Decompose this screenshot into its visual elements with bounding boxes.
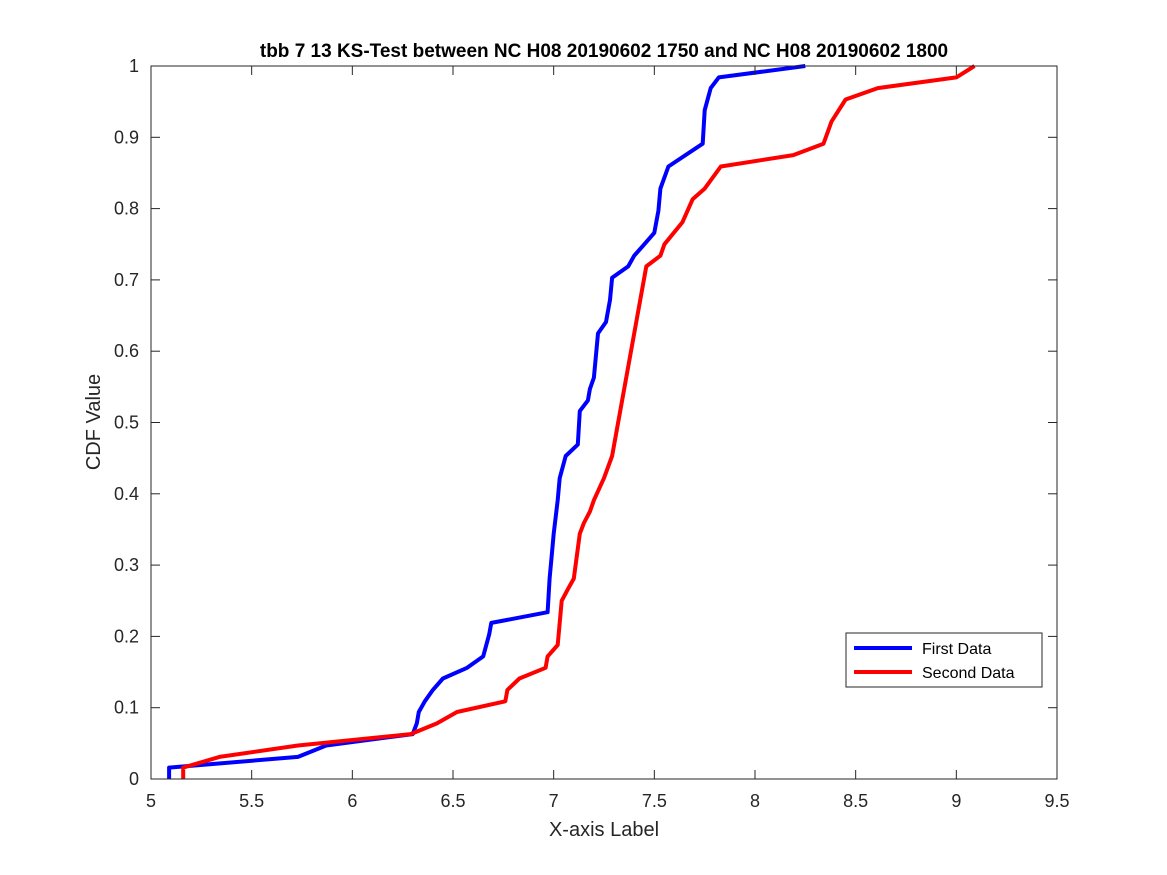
x-tick-label: 6 (347, 791, 357, 811)
y-tick-label: 0.2 (114, 626, 139, 646)
y-tick-label: 0.8 (114, 199, 139, 219)
chart-title: tbb 7 13 KS-Test between NC H08 20190602… (260, 41, 948, 62)
x-tick-label: 9.5 (1044, 791, 1069, 811)
y-tick-label: 0.9 (114, 127, 139, 147)
x-axis-label: X-axis Label (549, 819, 659, 841)
y-axis-label: CDF Value (83, 374, 105, 470)
y-tick-label: 0.3 (114, 555, 139, 575)
x-tick-label: 9 (951, 791, 961, 811)
x-tick-label: 5 (146, 791, 156, 811)
x-tick-label: 7.5 (642, 791, 667, 811)
y-tick-label: 0 (129, 769, 139, 789)
x-tick-label: 8.5 (843, 791, 868, 811)
legend-box (845, 632, 1043, 688)
plot-frame (150, 65, 1058, 780)
legend: First Data Second Data (845, 632, 1043, 688)
x-tick-label: 6.5 (440, 791, 465, 811)
x-tick-label: 5.5 (239, 791, 264, 811)
y-tick-label: 0.1 (114, 698, 139, 718)
y-tick-label: 0.7 (114, 270, 139, 290)
y-tick-label: 0.4 (114, 484, 139, 504)
x-tick-label: 8 (750, 791, 760, 811)
series-line-second-data (181, 64, 976, 779)
series-line-first-data (167, 64, 806, 779)
y-tick-label: 0.6 (114, 341, 139, 361)
tick-layer: 5 5.5 6 6.5 7 7.5 8 8.5 9 9.5 0 0.1 0.2 0.3 0.4 0.5 0.6 0… (114, 56, 1070, 811)
series-layer (167, 64, 976, 779)
legend-label-second-data: Second Data (922, 665, 1015, 682)
x-tick-label: 7 (549, 791, 559, 811)
y-tick-label: 0.5 (114, 413, 139, 433)
y-tick-label: 1 (129, 56, 139, 76)
legend-label-first-data: First Data (922, 641, 991, 658)
